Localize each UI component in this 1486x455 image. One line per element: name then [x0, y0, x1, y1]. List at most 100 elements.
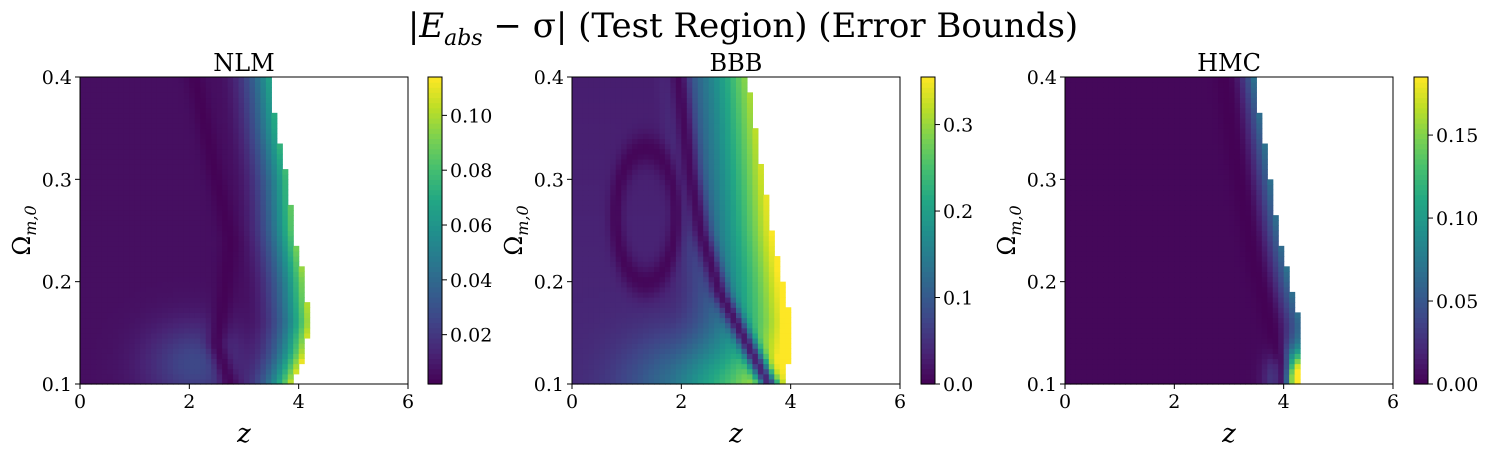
- heatmap-cell: [746, 235, 753, 242]
- heatmap-cell: [648, 348, 655, 354]
- heatmap-cell: [276, 337, 283, 344]
- heatmap-cell: [112, 153, 119, 160]
- heatmap-cell: [183, 271, 190, 278]
- heatmap-cell: [593, 163, 600, 170]
- heatmap-cell: [604, 368, 611, 375]
- heatmap-cell: [216, 117, 223, 124]
- heatmap-cell: [282, 291, 289, 298]
- heatmap-cell: [686, 189, 693, 196]
- heatmap-cell: [686, 210, 693, 216]
- heatmap-cell: [200, 163, 207, 170]
- heatmap-cell: [216, 363, 223, 370]
- heatmap-cell: [746, 143, 753, 150]
- heatmap-cell: [162, 373, 169, 380]
- heatmap-cell: [96, 353, 103, 360]
- heatmap-cell: [610, 235, 617, 242]
- heatmap-cell: [140, 286, 147, 293]
- heatmap-cell: [123, 215, 130, 221]
- heatmap-cell: [730, 189, 737, 196]
- heatmap-cell: [730, 235, 737, 242]
- heatmap-cell: [626, 204, 633, 211]
- heatmap-cell: [610, 194, 617, 201]
- heatmap-cell: [643, 297, 650, 303]
- heatmap-cell: [216, 327, 223, 334]
- heatmap-cell: [200, 276, 207, 283]
- colorbar-segment: [428, 245, 442, 252]
- heatmap-cell: [692, 123, 699, 129]
- heatmap-cell: [725, 302, 732, 308]
- heatmap-cell: [194, 235, 201, 242]
- heatmap-cell: [129, 225, 136, 232]
- heatmap-cell: [703, 138, 710, 145]
- heatmap-cell: [714, 117, 721, 124]
- heatmap-cell: [151, 189, 158, 196]
- heatmap-cell: [265, 363, 272, 370]
- heatmap-cell: [1250, 368, 1257, 375]
- heatmap-cell: [746, 153, 753, 160]
- heatmap-cell: [577, 87, 584, 93]
- heatmap-cell: [681, 373, 688, 380]
- heatmap-cell: [703, 92, 710, 99]
- heatmap-cell: [167, 107, 174, 114]
- heatmap-cell: [577, 143, 584, 150]
- heatmap-cell: [134, 256, 141, 262]
- heatmap-cell: [271, 353, 278, 360]
- heatmap-cell: [298, 271, 305, 278]
- heatmap-cell: [189, 102, 196, 109]
- heatmap-cell: [189, 92, 196, 99]
- heatmap-cell: [632, 343, 639, 349]
- heatmap-cell: [730, 102, 737, 109]
- heatmap-cell: [167, 138, 174, 145]
- heatmap-cell: [298, 353, 305, 360]
- heatmap-cell: [593, 353, 600, 360]
- heatmap-cell: [719, 148, 726, 155]
- heatmap-cell: [599, 358, 606, 365]
- heatmap-cell: [183, 163, 190, 170]
- heatmap-cell: [686, 153, 693, 160]
- heatmap-cell: [282, 363, 289, 370]
- heatmap-cell: [703, 297, 710, 303]
- heatmap-cell: [227, 174, 234, 180]
- heatmap-cell: [222, 373, 229, 380]
- heatmap-cell: [211, 235, 218, 242]
- heatmap-cell: [643, 281, 650, 288]
- heatmap-cell: [1234, 363, 1241, 370]
- heatmap-cell: [752, 235, 759, 242]
- heatmap-cell: [260, 184, 267, 191]
- heatmap-cell: [167, 348, 174, 354]
- heatmap-cell: [714, 148, 721, 155]
- heatmap-cell: [1086, 373, 1093, 380]
- heatmap-cell: [107, 327, 114, 334]
- heatmap-cell: [129, 77, 136, 83]
- heatmap-cell: [768, 240, 775, 247]
- heatmap-cell: [643, 286, 650, 293]
- heatmap-cell: [189, 250, 196, 257]
- colorbar-segment: [921, 322, 935, 329]
- heatmap-cell: [118, 199, 125, 206]
- heatmap-cell: [194, 148, 201, 155]
- heatmap-cell: [265, 322, 272, 329]
- heatmap-cell: [129, 112, 136, 119]
- heatmap-cell: [692, 77, 699, 83]
- heatmap-cell: [167, 281, 174, 288]
- heatmap-cell: [599, 245, 606, 252]
- heatmap-cell: [1081, 348, 1088, 354]
- heatmap-cell: [162, 117, 169, 124]
- heatmap-cell: [654, 220, 661, 226]
- heatmap-cell: [118, 107, 125, 114]
- heatmap-cell: [178, 373, 185, 380]
- heatmap-cell: [211, 133, 218, 139]
- heatmap-cell: [659, 322, 666, 329]
- heatmap-cell: [85, 327, 92, 334]
- heatmap-cell: [670, 358, 677, 365]
- heatmap-cell: [703, 179, 710, 186]
- heatmap-cell: [752, 210, 759, 216]
- heatmap-cell: [692, 148, 699, 155]
- heatmap-cell: [648, 194, 655, 201]
- heatmap-cell: [244, 312, 251, 319]
- heatmap-cell: [746, 317, 753, 324]
- heatmap-cell: [254, 378, 261, 385]
- heatmap-cell: [703, 112, 710, 119]
- heatmap-cell: [107, 261, 114, 267]
- heatmap-cell: [621, 158, 628, 165]
